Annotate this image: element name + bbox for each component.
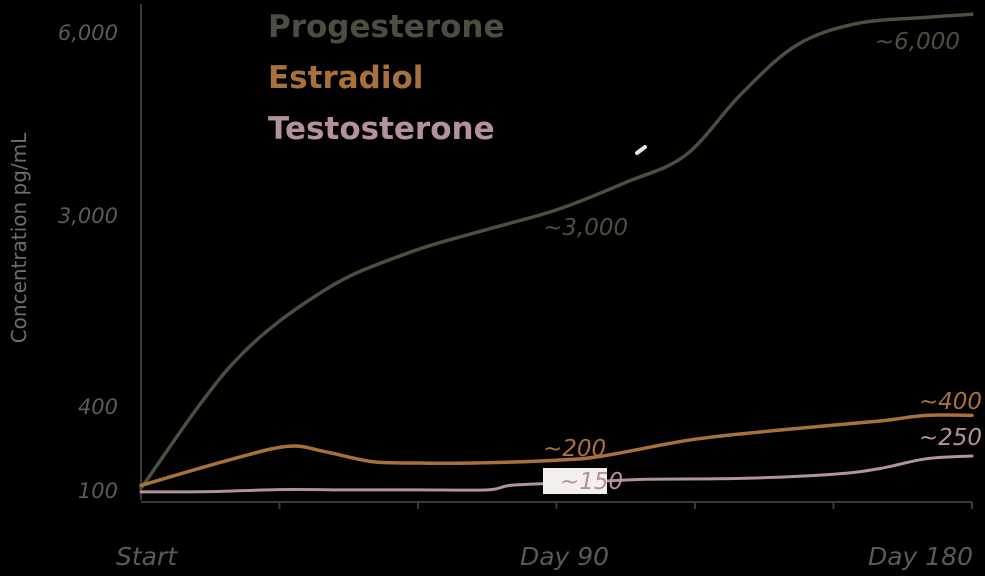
x-axis xyxy=(141,501,973,509)
legend: Progesterone Estradiol Testosterone xyxy=(268,9,505,147)
legend-entry: Estradiol xyxy=(268,60,423,96)
y-axis-label: Concentration pg/mL xyxy=(7,132,31,343)
data-label: ~6,000 xyxy=(875,29,960,55)
x-tick-label: Start xyxy=(116,542,178,571)
y-tick-label: 3,000 xyxy=(58,204,118,228)
y-tick-label: 400 xyxy=(78,395,118,419)
data-label: ~400 xyxy=(919,389,982,415)
y-tick-label: 6,000 xyxy=(58,21,118,45)
legend-entry: Testosterone xyxy=(268,111,495,147)
series-line-estradiol xyxy=(139,413,974,488)
data-label: ~3,000 xyxy=(543,215,628,241)
legend-entry: Progesterone xyxy=(268,9,505,45)
annotation-background xyxy=(543,468,607,494)
marker-tick xyxy=(635,145,647,155)
y-tick-label: 100 xyxy=(78,479,118,503)
series-line-progesterone xyxy=(139,12,974,490)
x-tick-label: Day 90 xyxy=(520,542,609,571)
data-label: ~250 xyxy=(919,425,982,451)
data-label: ~200 xyxy=(543,436,606,462)
x-tick-label: Day 180 xyxy=(868,542,973,571)
data-label: ~150 xyxy=(560,469,623,495)
